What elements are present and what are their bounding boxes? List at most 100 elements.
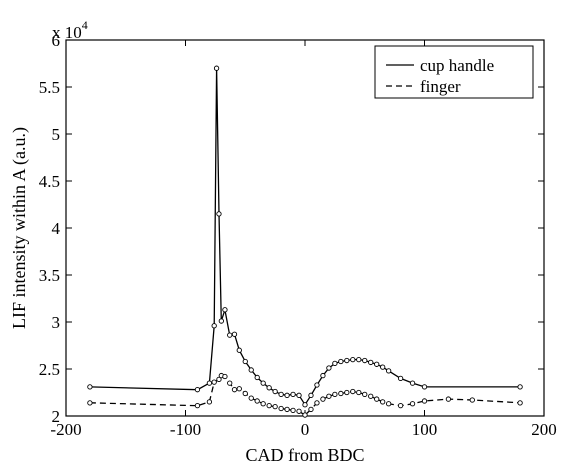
- data-point-finger: [302, 412, 308, 418]
- data-point-finger: [332, 391, 338, 398]
- data-point-finger: [260, 401, 266, 407]
- data-point-cup-handle: [227, 332, 233, 338]
- data-point-cup-handle: [397, 375, 404, 382]
- data-point-cup-handle: [260, 380, 266, 386]
- data-point-finger: [248, 395, 254, 401]
- data-point-cup-handle: [231, 331, 238, 337]
- data-point-finger: [216, 376, 222, 382]
- data-point-finger: [314, 400, 320, 406]
- y-tick-label: 6: [52, 31, 61, 50]
- data-point-cup-handle: [216, 211, 222, 217]
- x-tick-label: -200: [50, 420, 81, 439]
- data-point-finger: [397, 403, 404, 409]
- y-tick-label: 3: [52, 313, 61, 332]
- data-point-cup-handle: [302, 402, 308, 408]
- data-point-finger: [278, 405, 284, 412]
- data-point-finger: [254, 398, 260, 404]
- x-tick-label: 0: [301, 420, 310, 439]
- data-point-finger: [290, 407, 296, 414]
- data-point-finger: [211, 379, 217, 385]
- data-point-finger: [227, 380, 233, 386]
- data-point-finger: [338, 390, 344, 397]
- legend: cup handle finger: [374, 45, 534, 99]
- data-point-cup-handle: [284, 392, 290, 398]
- y-tick-label: 4.5: [39, 172, 60, 191]
- data-point-cup-handle: [368, 359, 374, 366]
- y-tick-label: 4: [52, 219, 61, 238]
- y-tick-label: 5: [52, 125, 61, 144]
- data-point-cup-handle: [236, 347, 242, 353]
- data-point-finger: [356, 389, 362, 396]
- data-point-cup-handle: [517, 384, 523, 390]
- data-point-finger: [409, 401, 416, 407]
- data-point-cup-handle: [222, 307, 228, 313]
- data-point-finger: [350, 388, 356, 395]
- data-point-cup-handle: [314, 382, 320, 388]
- data-point-cup-handle: [409, 380, 416, 386]
- data-point-finger: [242, 390, 248, 397]
- series-line-finger: [89, 374, 521, 416]
- data-point-cup-handle: [194, 387, 201, 393]
- data-point-cup-handle: [213, 65, 220, 71]
- data-point-finger: [374, 396, 380, 402]
- data-point-cup-handle: [211, 323, 217, 329]
- y-tick-label: 5.5: [39, 78, 60, 97]
- data-point-cup-handle: [421, 384, 428, 390]
- data-point-cup-handle: [296, 392, 302, 398]
- data-point-cup-handle: [87, 384, 93, 390]
- data-point-finger: [222, 373, 228, 380]
- data-point-finger: [320, 396, 326, 402]
- data-point-finger: [380, 399, 386, 405]
- data-point-cup-handle: [254, 374, 260, 381]
- x-tick-label: 200: [531, 420, 557, 439]
- legend-label-finger: finger: [420, 77, 461, 96]
- y-axis-label: LIF intensity within A (a.u.): [9, 127, 30, 329]
- y-axis-multiplier: x 104: [52, 18, 88, 42]
- data-point-finger: [236, 386, 242, 392]
- data-point-cup-handle: [362, 357, 368, 364]
- series-layer: [87, 65, 523, 418]
- y-axis-ticks: 2 2.5 3 3.5 4 4.5 5 5.5 6: [39, 31, 544, 426]
- legend-box: [374, 45, 534, 99]
- data-point-finger: [87, 400, 93, 406]
- data-point-finger: [231, 387, 238, 393]
- x-axis-ticks: -200 -100 0 100 200: [50, 40, 557, 439]
- data-point-finger: [385, 401, 392, 407]
- data-point-cup-handle: [206, 380, 213, 386]
- data-point-cup-handle: [242, 358, 248, 365]
- data-point-finger: [368, 393, 374, 399]
- y-tick-label: 3.5: [39, 266, 60, 285]
- data-point-cup-handle: [350, 356, 356, 363]
- data-point-finger: [362, 391, 368, 398]
- data-point-finger: [421, 398, 428, 404]
- data-point-cup-handle: [290, 391, 296, 398]
- data-point-cup-handle: [278, 391, 284, 398]
- data-point-cup-handle: [380, 364, 386, 370]
- y-tick-label: 2.5: [39, 360, 60, 379]
- y-tick-label: 2: [52, 407, 61, 426]
- data-point-finger: [284, 406, 290, 413]
- data-point-cup-handle: [356, 356, 362, 363]
- data-point-finger: [445, 396, 452, 402]
- data-point-cup-handle: [266, 385, 272, 391]
- data-point-cup-handle: [308, 392, 314, 398]
- data-point-cup-handle: [385, 368, 392, 374]
- data-point-cup-handle: [272, 388, 278, 395]
- data-point-finger: [326, 393, 332, 399]
- data-point-finger: [308, 406, 314, 413]
- data-point-cup-handle: [320, 372, 326, 379]
- data-point-cup-handle: [248, 367, 254, 373]
- data-point-cup-handle: [332, 360, 338, 367]
- x-tick-label: 100: [412, 420, 438, 439]
- data-point-finger: [296, 408, 302, 414]
- data-point-cup-handle: [338, 358, 344, 365]
- legend-label-cup-handle: cup handle: [420, 56, 494, 75]
- data-point-cup-handle: [344, 357, 350, 364]
- data-point-finger: [272, 403, 278, 410]
- series-line-cup-handle: [89, 68, 521, 406]
- data-point-cup-handle: [218, 318, 225, 324]
- x-axis-label: CAD from BDC: [245, 445, 364, 465]
- data-point-finger: [517, 400, 523, 406]
- data-point-finger: [344, 389, 350, 396]
